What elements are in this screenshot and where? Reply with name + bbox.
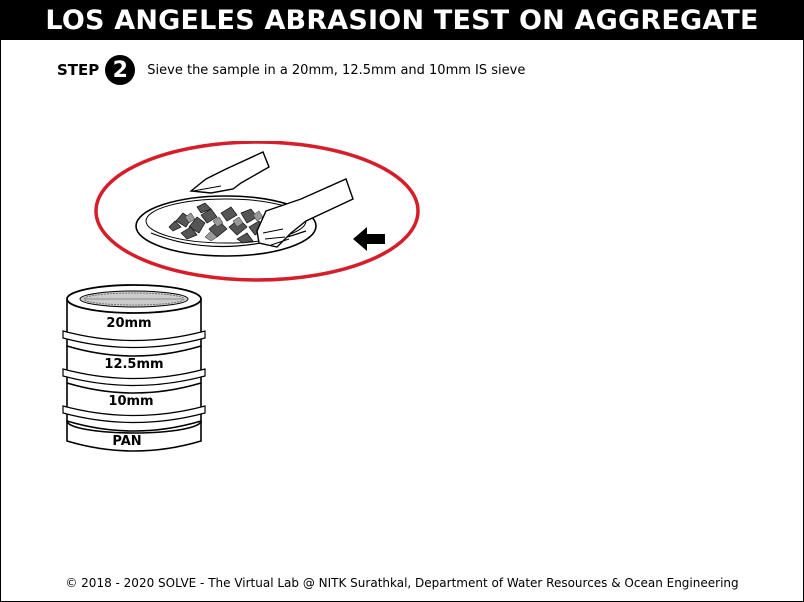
left-arrow-icon (353, 227, 385, 251)
pan-label: PAN (112, 434, 141, 449)
footer-copyright: © 2018 - 2020 SOLVE - The Virtual Lab @ … (65, 576, 739, 590)
page-title: LOS ANGELES ABRASION TEST ON AGGREGATE (1, 1, 803, 40)
step-number-badge: 2 (105, 55, 136, 85)
sieve-stack-icon: 20mm 12.5mm 10mm PAN (62, 284, 206, 452)
step-label: STEP (57, 61, 100, 79)
sieve-label-20mm: 20mm (106, 316, 151, 331)
step-text: Sieve the sample in a 20mm, 12.5mm and 1… (147, 62, 526, 78)
sieving-illustration: 20mm 12.5mm 10mm PAN (62, 141, 420, 452)
red-ellipse-icon (94, 141, 420, 282)
sieve-label-12-5mm: 12.5mm (104, 357, 163, 372)
sieve-label-10mm: 10mm (108, 394, 153, 409)
step-instruction: STEP 2 Sieve the sample in a 20mm, 12.5m… (57, 53, 525, 87)
tray-with-hands-icon (135, 151, 354, 257)
